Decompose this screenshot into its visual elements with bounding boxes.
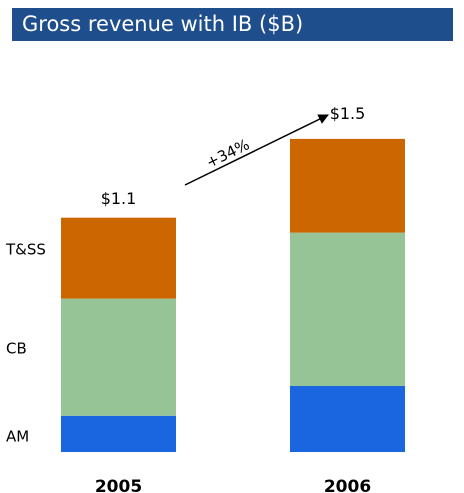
x-tick-label: 2006: [324, 477, 371, 493]
bar-segment: [61, 217, 176, 299]
total-label: $1.1: [101, 189, 137, 208]
series-label: CB: [6, 340, 27, 358]
title-bar: [12, 8, 453, 41]
growth-arrow: [184, 114, 329, 186]
bar-segment: [61, 415, 176, 452]
growth-annotation: +34%: [203, 135, 252, 171]
bar-segment: [290, 385, 405, 452]
bar-segment: [61, 298, 176, 416]
x-tick-label: 2005: [95, 477, 142, 493]
bar-segment: [290, 138, 405, 233]
total-label: $1.5: [330, 104, 366, 123]
bar-segment: [290, 232, 405, 386]
series-label: T&SS: [5, 241, 46, 259]
chart-title: Gross revenue with IB ($B): [22, 12, 303, 36]
series-label: AM: [6, 427, 29, 445]
